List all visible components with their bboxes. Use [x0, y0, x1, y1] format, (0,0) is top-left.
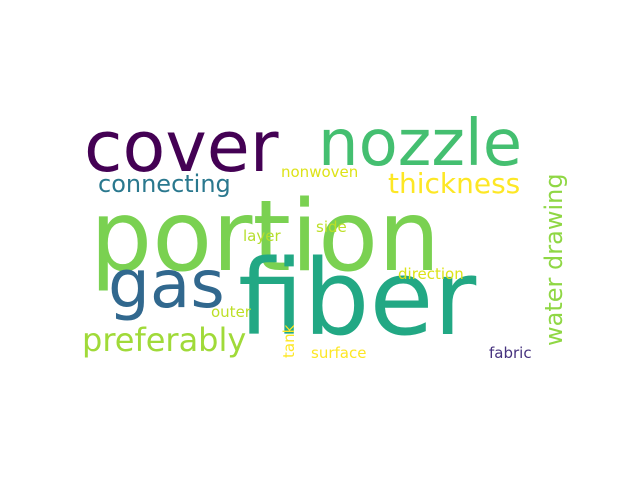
word-fabric: fabric: [489, 346, 532, 361]
word-direction: direction: [398, 267, 464, 282]
word-surface: surface: [311, 346, 366, 361]
word-preferably: preferably: [82, 324, 246, 356]
word-thickness: thickness: [388, 170, 520, 198]
word-fiber: fiber: [238, 246, 476, 350]
word-water-drawing: water drawing: [542, 173, 566, 346]
word-tank: tank: [282, 325, 297, 358]
word-gas: gas: [108, 252, 225, 318]
word-nonwoven: nonwoven: [281, 165, 358, 180]
word-side: side: [316, 220, 347, 235]
word-layer: layer: [243, 229, 281, 244]
word-connecting: connecting: [98, 172, 231, 196]
word-outer: outer: [211, 305, 251, 320]
